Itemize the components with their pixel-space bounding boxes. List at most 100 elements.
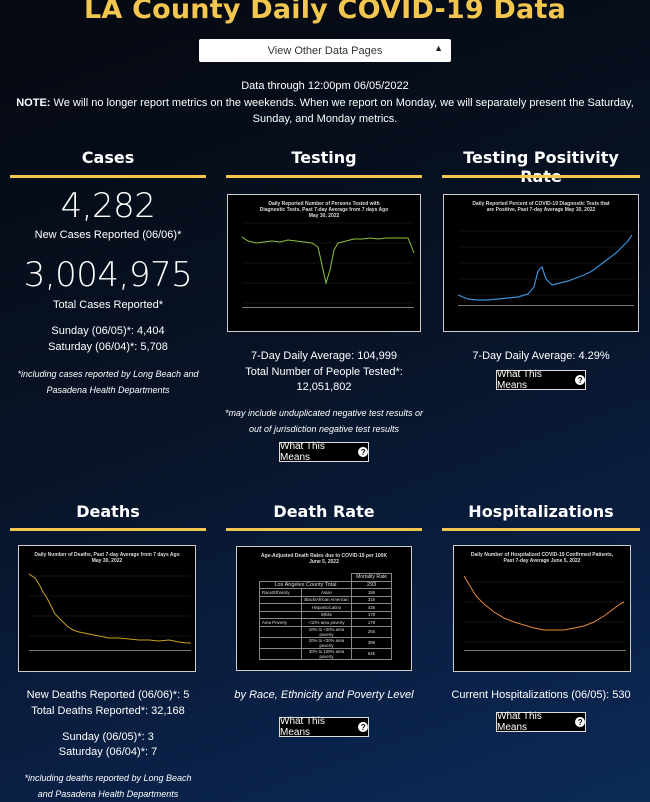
row-label: 20% to <30% area poverty [301,636,352,649]
new-deaths: New Deaths Reported (06/06)*: 5 [26,689,190,701]
question-circle-icon: ? [358,447,368,457]
testing-footnote: *may include unduplicated negative test … [224,408,424,434]
death-rate-rule [226,528,422,531]
hospitalizations-rule [442,528,640,531]
row-value: 179 [351,618,392,627]
positivity-average: 7-Day Daily Average: 4.29% [472,350,610,362]
row-label: White [301,610,352,619]
deaths-chart: Daily Number of Deaths, Past 7-day Avera… [18,545,196,672]
death-rate-table-title: Age-Adjusted Death Rates due to COVID-19… [260,553,388,565]
testing-chart: Daily Reported Number of Persons Tested … [227,194,421,332]
row-group: Area Poverty [259,618,302,627]
weekend-note: NOTE: We will no longer report metrics o… [10,95,640,127]
positivity-chart-svg [457,230,634,306]
total-cases-label: Total Cases Reported* [52,299,164,311]
button-label: What This Means [280,716,325,738]
row-value: 186 [351,588,392,597]
question-circle-icon: ? [358,722,368,732]
death-rate-what-this-means-button[interactable]: What This Means ? [279,716,369,738]
death-rate-table-image: Age-Adjusted Death Rates due to COVID-19… [236,546,412,671]
note-label: NOTE: [16,97,51,109]
testing-heading: Testing [291,148,357,167]
positivity-what-this-means-button[interactable]: What This Means ? [496,369,586,391]
testing-what-this-means-button[interactable]: What This Means ? [279,441,369,463]
button-label: What This Means [280,441,325,463]
testing-average: 7-Day Daily Average: 104,999 [251,350,397,362]
row-label: <10% area poverty [301,618,352,627]
row-label: Hispanic/Latino [301,603,352,612]
data-through: Data through 12:00pm 06/05/2022 [241,80,409,92]
table-row: 20% to <30% area poverty 399 [259,636,392,649]
cases-footnote: *including cases reported by Long Beach … [17,369,199,395]
total-cases-value: 3,004,975 [23,255,193,295]
death-rate-heading: Death Rate [273,502,375,521]
row-value: 545 [351,647,392,660]
question-circle-icon: ? [575,717,585,727]
cases-saturday: Saturday (06/04)*: 5,708 [48,341,168,353]
new-cases-value: 4,282 [60,186,156,226]
deaths-rule [10,528,206,531]
table-row: 30% to 100% area poverty 545 [259,647,392,660]
row-label: Asian [301,588,352,597]
deaths-saturday: Saturday (06/04)*: 7 [58,746,158,758]
table-row: White 178 [259,610,392,619]
row-group [259,636,302,649]
row-value: 399 [351,636,392,649]
positivity-chart-title: Daily Reported Percent of COVID-19 Diagn… [472,201,610,213]
row-label: 10% to <20% area poverty [301,625,352,638]
testing-total: Total Number of People Tested*: 12,051,8… [245,366,403,393]
table-row: Mortality Rate [260,573,392,582]
death-rate-caption: by Race, Ethnicity and Poverty Level [234,689,414,701]
row-group [259,610,302,619]
select-value: View Other Data Pages [267,44,383,57]
hospitalizations-what-this-means-button[interactable]: What This Means ? [496,711,586,733]
page-title: LA County Daily COVID-19 Data [84,0,566,25]
testing-chart-svg [241,222,415,308]
table-row: Area Poverty <10% area poverty 179 [259,618,392,627]
death-rate-table: Mortality Rate Los Angeles County Total … [259,573,392,660]
deaths-chart-svg [28,573,191,651]
row-group: Race/Ethnicity [259,588,302,597]
hospitalizations-heading: Hospitalizations [468,502,614,521]
deaths-chart-title: Daily Number of Deaths, Past 7-day Avera… [34,552,180,564]
hospitalizations-chart-svg [463,575,626,651]
deaths-heading: Deaths [76,502,140,521]
row-group [259,625,302,638]
note-text: We will no longer report metrics on the … [50,97,634,125]
button-label: What This Means [497,711,542,733]
table-row: Hispanic/Latino 435 [259,603,392,612]
new-cases-label: New Cases Reported (06/06)* [34,229,182,241]
table-row: Black/African American 316 [259,595,392,604]
current-hospitalizations: Current Hospitalizations (06/05): 530 [451,689,631,701]
county-total-value: 293 [351,580,392,589]
cases-rule [10,175,206,178]
positivity-rule [442,175,640,178]
testing-chart-title: Daily Reported Number of Persons Tested … [259,201,389,219]
mortality-rate-header: Mortality Rate [351,573,392,582]
table-row: Los Angeles County Total 293 [259,580,392,589]
county-total-label: Los Angeles County Total [259,580,352,589]
cases-sunday: Sunday (06/05)*: 4,404 [51,325,165,337]
row-group [259,647,302,660]
hospitalizations-chart-title: Daily Number of Hospitalized COVID-19 Co… [470,552,614,564]
row-value: 316 [351,595,392,604]
deaths-footnote: *including deaths reported by Long Beach… [24,773,192,799]
table-row: Race/Ethnicity Asian 186 [259,588,392,597]
row-group [259,595,302,604]
death-rate-table-wrap: Mortality Rate Los Angeles County Total … [259,573,392,660]
row-value: 435 [351,603,392,612]
deaths-sunday: Sunday (06/05)*: 3 [62,731,154,743]
button-label: What This Means [497,369,542,391]
cases-heading: Cases [81,148,135,167]
testing-rule [226,175,422,178]
question-circle-icon: ? [575,375,585,385]
chevron-updown-icon: ▲ [434,43,443,53]
positivity-chart: Daily Reported Percent of COVID-19 Diagn… [443,194,639,332]
row-label: Black/African American [301,595,352,604]
row-group [259,603,302,612]
row-value: 178 [351,610,392,619]
total-deaths: Total Deaths Reported*: 32,168 [31,705,185,717]
data-pages-select[interactable]: View Other Data Pages ▲ [199,39,451,62]
positivity-heading: Testing Positivity Rate [463,148,619,186]
hospitalizations-chart: Daily Number of Hospitalized COVID-19 Co… [453,545,631,672]
